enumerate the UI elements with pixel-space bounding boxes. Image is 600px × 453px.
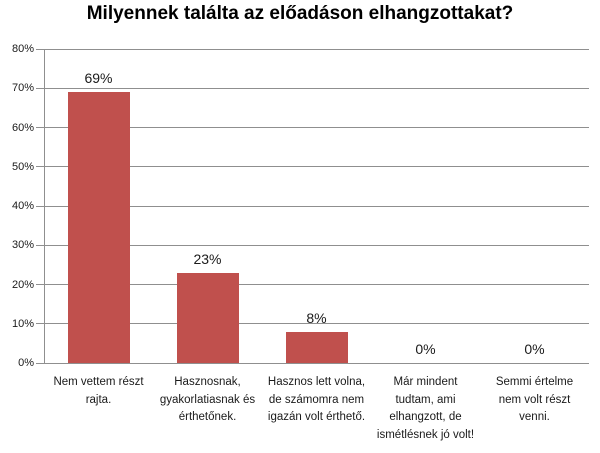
bar: [67, 92, 130, 363]
y-tick-label: 20%: [11, 278, 34, 291]
x-category-label: Semmi értelme nem volt részt venni.: [495, 376, 574, 423]
y-tick-label: 10%: [11, 317, 34, 330]
y-axis-labels: 0% 10% 20% 30% 40% 50% 60% 70% 80%: [0, 0, 34, 453]
y-tick-label: 60%: [11, 121, 34, 134]
x-category-label: Hasznosnak, gyakorlatiasnak és érthetőne…: [159, 376, 256, 423]
y-axis-tick: [36, 284, 44, 285]
y-tick-label: 0%: [18, 357, 34, 369]
bar-value-label: 23%: [193, 250, 222, 267]
y-axis-tick: [36, 362, 44, 364]
y-axis-tick: [36, 244, 44, 246]
y-axis-tick: [36, 323, 44, 325]
y-tick-label: 50%: [11, 160, 34, 173]
x-category-label: Nem vettem részt rajta.: [53, 376, 144, 406]
y-axis-tick: [36, 166, 44, 168]
y-axis-tick: [36, 87, 44, 89]
bar: [285, 331, 348, 363]
y-tick-label: 80%: [11, 43, 34, 55]
bar: [176, 272, 239, 363]
gridline: [44, 323, 589, 325]
gridline: [44, 87, 589, 89]
chart-title: Milyennek találta az előadáson elhangzot…: [86, 3, 514, 24]
gridline: [44, 166, 589, 168]
bar-value-label: 0%: [524, 341, 545, 357]
y-tick-label: 40%: [11, 200, 34, 212]
bar-value-label: 8%: [306, 309, 327, 326]
gridline: [44, 48, 589, 50]
gridline: [44, 127, 589, 128]
gridline: [44, 284, 589, 285]
gridline: [44, 244, 589, 246]
y-tick-label: 30%: [11, 239, 34, 252]
y-axis-tick: [36, 127, 44, 128]
y-axis-tick: [36, 48, 44, 50]
y-axis-tick: [36, 205, 44, 207]
y-tick-label: 70%: [11, 82, 34, 95]
gridline: [44, 205, 589, 207]
x-category-label: Hasznos lett volna, de számomra nem igaz…: [267, 376, 366, 423]
bar-value-label: 0%: [415, 341, 436, 357]
x-category-label: Már mindent tudtam, ami elhangzott, de i…: [376, 376, 475, 441]
y-axis-line: [44, 49, 45, 364]
gridline: [44, 362, 589, 364]
bar-value-label: 69%: [84, 70, 113, 87]
plot-area: 69% 23% 8% 0% 0%: [44, 48, 589, 364]
